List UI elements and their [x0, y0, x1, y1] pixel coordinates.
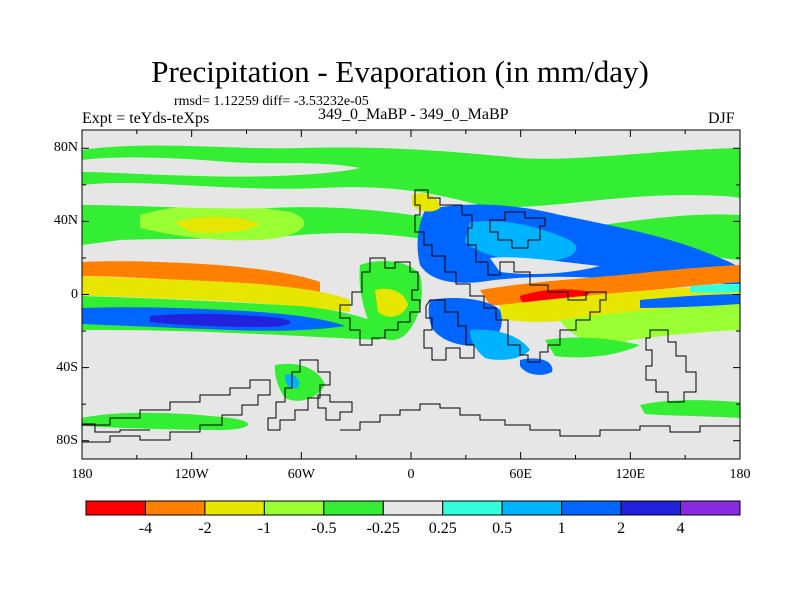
colorbar [85, 500, 741, 516]
coastline-antarctica [82, 379, 271, 443]
contour-band-north-yellow [175, 216, 260, 233]
contour-fill-layer [82, 145, 740, 430]
colorbar-swatch [263, 500, 325, 516]
contour-south-green-3 [640, 400, 740, 418]
colorbar-label: 2 [617, 520, 626, 537]
lon-tick-label: 180 [71, 467, 93, 482]
colorbar-swatch [561, 500, 622, 516]
contour-eq-darkblue-west [150, 313, 291, 327]
coastline-africa [423, 299, 475, 361]
season-label: DJF [708, 110, 735, 127]
contour-eq-lightblue-east [690, 284, 740, 293]
coastline-eurasia [414, 189, 607, 363]
lon-tick-label: 180 [729, 467, 751, 482]
colorbar-label: -0.25 [366, 520, 400, 537]
contour-south-green-2 [82, 412, 249, 430]
colorbar-label: 0.25 [428, 520, 457, 537]
colorbar-label: 1 [557, 520, 566, 537]
colorbar-label: 4 [676, 520, 685, 537]
colorbar-label: -0.5 [311, 520, 337, 537]
lon-tick-label: 0 [407, 467, 415, 482]
colorbar-label: -1 [257, 520, 272, 537]
coastline-australia [645, 329, 697, 403]
lon-tick-label: 120W [174, 467, 209, 482]
lon-tick-label: 60E [509, 467, 532, 482]
contour-eq-yellow-east [500, 287, 740, 322]
coastline-west-coast [82, 423, 150, 433]
colorbar-swatch [620, 500, 682, 516]
colorbar-swatch [680, 500, 741, 516]
lat-tick-label: 40S [56, 359, 78, 375]
colorbar-label: -2 [198, 520, 212, 537]
colorbar-swatch [442, 500, 503, 516]
map-ticks [81, 130, 741, 459]
coastline-layer [82, 189, 740, 443]
coastline-antarctica-east [340, 403, 740, 437]
lat-tick-label: 40N [53, 213, 78, 229]
colorbar-label: 0.5 [492, 520, 513, 537]
colorbar-swatch [382, 500, 444, 516]
comparison-label: 349_0_MaBP - 349_0_MaBP [318, 106, 509, 123]
lon-tick-label: 60W [287, 467, 315, 482]
contour-eq-yellow-west [82, 276, 350, 312]
coastline-south-america [267, 359, 331, 431]
map-frame [81, 129, 741, 460]
lat-tick-label: 80N [53, 140, 78, 156]
lat-tick-label: 80S [56, 432, 78, 448]
colorbar-label: -4 [138, 520, 153, 537]
lon-tick-label: 120E [615, 467, 646, 482]
colorbar-swatch [501, 500, 563, 516]
contour-south-green-1 [274, 363, 325, 401]
contour-gap-north-2 [82, 157, 360, 177]
experiment-label: Expt = teYds-teXps [82, 110, 210, 127]
contour-asia-lightblue [465, 221, 577, 262]
coastline-siberia [489, 211, 546, 249]
colorbar-swatch [144, 500, 206, 516]
lat-tick-label: 0 [71, 286, 78, 302]
stats-text: rmsd= 1.12259 diff= -3.53232e-05 [174, 94, 369, 109]
contour-asia-gap [490, 257, 600, 274]
contour-eq-green-east [560, 304, 740, 345]
contour-south-green-4 [545, 337, 640, 358]
contour-indian-lightblue [470, 329, 530, 360]
colorbar-swatch [204, 500, 265, 516]
contour-eq-blue-east [640, 294, 740, 308]
contour-africa-yellow [375, 288, 408, 317]
colorbar-swatch [85, 500, 146, 516]
plot-title: Precipitation - Evaporation (in mm/day) [151, 54, 649, 89]
coastline-north-america [339, 257, 421, 346]
colorbar-swatch [323, 500, 384, 516]
coastline-greenland [317, 394, 353, 421]
